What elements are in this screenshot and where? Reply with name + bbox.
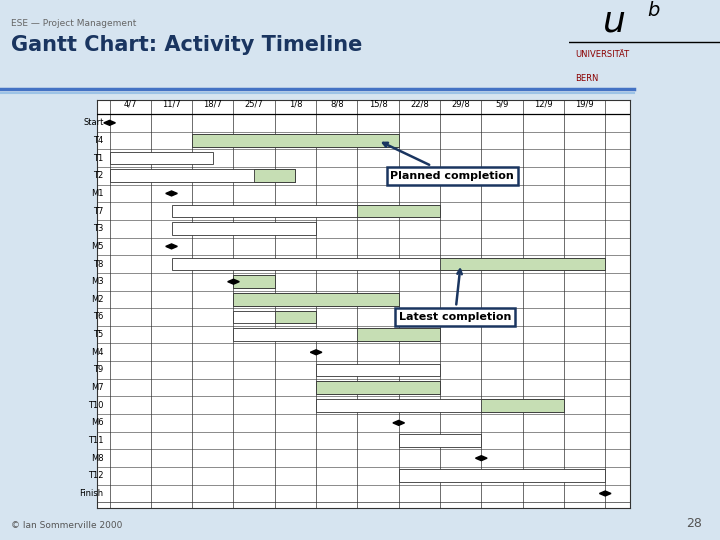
Text: 29/8: 29/8 bbox=[451, 100, 470, 109]
Text: M4: M4 bbox=[91, 348, 104, 357]
Text: BERN: BERN bbox=[575, 73, 598, 83]
Text: 18/7: 18/7 bbox=[204, 100, 222, 109]
Text: 19/9: 19/9 bbox=[575, 100, 594, 109]
Text: UNIVERSITÄT: UNIVERSITÄT bbox=[575, 50, 629, 59]
Text: T4: T4 bbox=[93, 136, 104, 145]
Polygon shape bbox=[104, 120, 115, 125]
Bar bbox=[316, 381, 440, 394]
Bar bbox=[357, 328, 440, 341]
Bar bbox=[171, 205, 440, 218]
Text: T1: T1 bbox=[93, 154, 104, 163]
Bar bbox=[481, 399, 564, 411]
Text: 8/8: 8/8 bbox=[330, 100, 343, 109]
Text: © Ian Sommerville 2000: © Ian Sommerville 2000 bbox=[11, 521, 122, 530]
Bar bbox=[316, 363, 440, 376]
Polygon shape bbox=[475, 456, 487, 461]
Polygon shape bbox=[228, 279, 239, 284]
Text: 5/9: 5/9 bbox=[495, 100, 508, 109]
Bar bbox=[109, 170, 295, 182]
Text: M7: M7 bbox=[91, 383, 104, 392]
Text: T7: T7 bbox=[93, 207, 104, 215]
Text: T2: T2 bbox=[93, 171, 104, 180]
Text: $u$: $u$ bbox=[602, 4, 626, 38]
Polygon shape bbox=[310, 350, 322, 355]
Bar bbox=[171, 222, 316, 235]
Text: T8: T8 bbox=[93, 260, 104, 268]
Bar bbox=[254, 170, 295, 182]
Text: T11: T11 bbox=[88, 436, 104, 445]
Text: T6: T6 bbox=[93, 313, 104, 321]
Bar bbox=[233, 293, 399, 306]
Text: M5: M5 bbox=[91, 242, 104, 251]
Bar bbox=[275, 310, 316, 323]
Polygon shape bbox=[166, 244, 177, 249]
Bar bbox=[233, 275, 275, 288]
Polygon shape bbox=[166, 191, 177, 196]
Text: T10: T10 bbox=[88, 401, 104, 410]
Text: 15/8: 15/8 bbox=[369, 100, 387, 109]
Polygon shape bbox=[393, 421, 405, 426]
Text: M8: M8 bbox=[91, 454, 104, 463]
Bar bbox=[192, 134, 399, 147]
Bar bbox=[233, 275, 275, 288]
Text: Planned completion: Planned completion bbox=[383, 143, 514, 181]
Bar bbox=[233, 328, 440, 341]
Text: M6: M6 bbox=[91, 418, 104, 427]
Text: T12: T12 bbox=[88, 471, 104, 481]
Text: Finish: Finish bbox=[79, 489, 104, 498]
Text: 4/7: 4/7 bbox=[124, 100, 137, 109]
Text: ESE — Project Management: ESE — Project Management bbox=[11, 19, 136, 28]
Bar bbox=[233, 293, 399, 306]
Bar bbox=[316, 399, 564, 411]
Bar bbox=[316, 381, 440, 394]
Polygon shape bbox=[600, 491, 611, 496]
Text: T3: T3 bbox=[93, 224, 104, 233]
Text: 12/9: 12/9 bbox=[534, 100, 552, 109]
Bar bbox=[440, 258, 606, 271]
Text: $b$: $b$ bbox=[647, 1, 661, 20]
Text: 25/7: 25/7 bbox=[245, 100, 264, 109]
Bar bbox=[399, 434, 481, 447]
Text: M2: M2 bbox=[91, 295, 104, 304]
Text: 11/7: 11/7 bbox=[162, 100, 181, 109]
Bar bbox=[192, 134, 399, 147]
Text: M1: M1 bbox=[91, 189, 104, 198]
Text: Gantt Chart: Activity Timeline: Gantt Chart: Activity Timeline bbox=[11, 35, 362, 55]
Bar bbox=[233, 310, 316, 323]
Bar bbox=[399, 469, 606, 482]
Bar bbox=[109, 152, 213, 165]
Text: 1/8: 1/8 bbox=[289, 100, 302, 109]
Text: T5: T5 bbox=[93, 330, 104, 339]
Bar bbox=[171, 258, 606, 271]
Bar bbox=[357, 205, 440, 218]
Text: Start: Start bbox=[83, 118, 104, 127]
Text: T9: T9 bbox=[93, 366, 104, 374]
Text: M3: M3 bbox=[91, 277, 104, 286]
Text: 28: 28 bbox=[686, 517, 702, 530]
Text: 22/8: 22/8 bbox=[410, 100, 428, 109]
Text: Latest completion: Latest completion bbox=[399, 269, 511, 322]
